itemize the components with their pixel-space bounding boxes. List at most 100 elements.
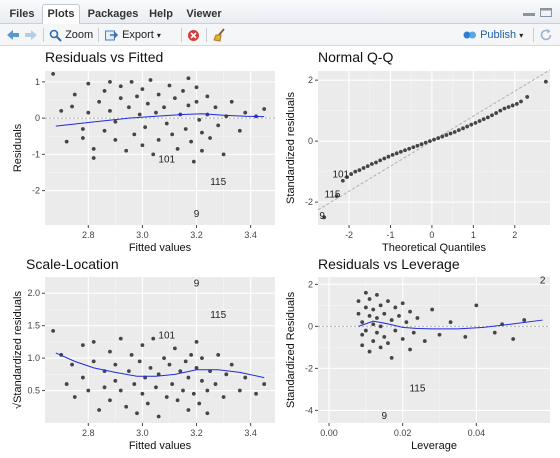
export-icon (105, 30, 119, 41)
chart-title: Residuals vs Fitted (45, 49, 163, 65)
data-point (262, 382, 267, 386)
data-point (72, 92, 77, 97)
data-point (194, 99, 199, 104)
data-point (205, 388, 210, 393)
data-point (129, 79, 134, 84)
plot-viewer: 101 115 9 2.8 3.0 3.2 3.4 -2 -1 0 1 Residuals vs Fi… (0, 47, 560, 458)
data-point (432, 137, 436, 142)
data-point (221, 395, 226, 399)
x-tick-label: 0.04 (468, 428, 486, 438)
remove-plot-button[interactable] (187, 27, 200, 43)
data-point (440, 134, 445, 139)
data-point (216, 123, 221, 128)
back-arrow-icon[interactable] (6, 27, 20, 43)
data-point (415, 143, 420, 148)
data-point (140, 87, 145, 92)
data-point (200, 378, 204, 383)
data-point (393, 328, 398, 333)
data-point (164, 121, 169, 126)
data-point (135, 411, 139, 416)
tab-files[interactable]: Files (9, 8, 35, 20)
data-point (411, 330, 416, 335)
data-point (102, 89, 107, 93)
data-point (183, 359, 188, 364)
magnifier-icon (49, 29, 62, 42)
plot-panel-background (45, 277, 275, 423)
data-point (345, 175, 349, 180)
data-point (506, 105, 511, 109)
tab-packages[interactable]: Packages (87, 8, 139, 20)
data-point (140, 391, 145, 396)
point-label: 101 (332, 170, 349, 181)
data-point (375, 292, 379, 297)
data-point (170, 382, 175, 386)
data-point (102, 385, 107, 390)
data-point (213, 382, 218, 386)
point-label: 115 (210, 310, 226, 321)
y-tick-label: 0 (308, 136, 313, 146)
point-label: 115 (325, 190, 341, 201)
data-point (522, 318, 527, 322)
point-label: 9 (319, 211, 325, 222)
data-point (367, 297, 372, 301)
data-point (80, 375, 85, 380)
data-point (243, 375, 248, 380)
data-point (137, 112, 142, 117)
x-tick-label: 3.0 (136, 230, 149, 240)
tab-viewer[interactable]: Viewer (186, 8, 222, 20)
chart-title: Scale-Location (26, 256, 119, 272)
data-point (181, 388, 185, 393)
dropdown-caret-icon: ▾ (156, 31, 161, 40)
data-point (386, 154, 391, 159)
x-tick-label: 0 (429, 230, 434, 240)
tab-help[interactable]: Help (149, 8, 173, 20)
data-point (205, 94, 210, 99)
data-point (64, 382, 69, 386)
data-point (64, 139, 69, 144)
data-point (140, 143, 145, 148)
toolbar-separator (43, 28, 44, 42)
data-point (118, 388, 123, 393)
data-point (469, 122, 474, 127)
minimize-pane-icon[interactable] (523, 8, 535, 17)
data-point (481, 117, 486, 122)
data-point (51, 71, 56, 76)
data-point (181, 89, 185, 93)
data-point (91, 156, 96, 160)
export-menu-button[interactable]: Export ▾ (105, 27, 161, 43)
data-point (360, 343, 365, 348)
data-point (363, 305, 368, 310)
y-tick-label: 2 (308, 75, 313, 85)
data-point (408, 309, 412, 314)
data-point (400, 337, 405, 341)
publish-button[interactable]: Publish ▾ (463, 27, 523, 43)
data-point (186, 103, 191, 108)
refresh-button[interactable] (539, 27, 553, 43)
data-point (334, 194, 339, 198)
data-point (371, 307, 376, 312)
maximize-pane-icon[interactable] (540, 8, 552, 17)
clear-all-plots-button[interactable] (213, 27, 227, 43)
data-point (191, 159, 196, 164)
x-tick-label: -2 (345, 230, 353, 240)
tab-plots[interactable]: Plots (42, 4, 80, 25)
data-point (132, 382, 137, 386)
data-point (118, 336, 123, 341)
data-point (113, 137, 118, 142)
y-axis-label: Standardized Residuals (285, 291, 297, 408)
data-point (102, 128, 107, 133)
publish-label: Publish (480, 29, 517, 41)
data-point (208, 136, 212, 140)
zoom-button[interactable]: Zoom (49, 27, 93, 43)
data-point (357, 168, 362, 173)
data-point (349, 172, 354, 176)
plots-toolbar: Zoom Export ▾ Publish ▾ (0, 24, 560, 46)
x-tick-label: 2.8 (82, 428, 95, 438)
data-point (378, 345, 383, 350)
data-point (189, 139, 194, 144)
data-point (367, 313, 372, 318)
data-point (415, 316, 420, 320)
y-axis-label: √Standardized residuals (12, 291, 24, 409)
data-point (113, 119, 118, 124)
forward-arrow-icon[interactable] (24, 27, 38, 43)
